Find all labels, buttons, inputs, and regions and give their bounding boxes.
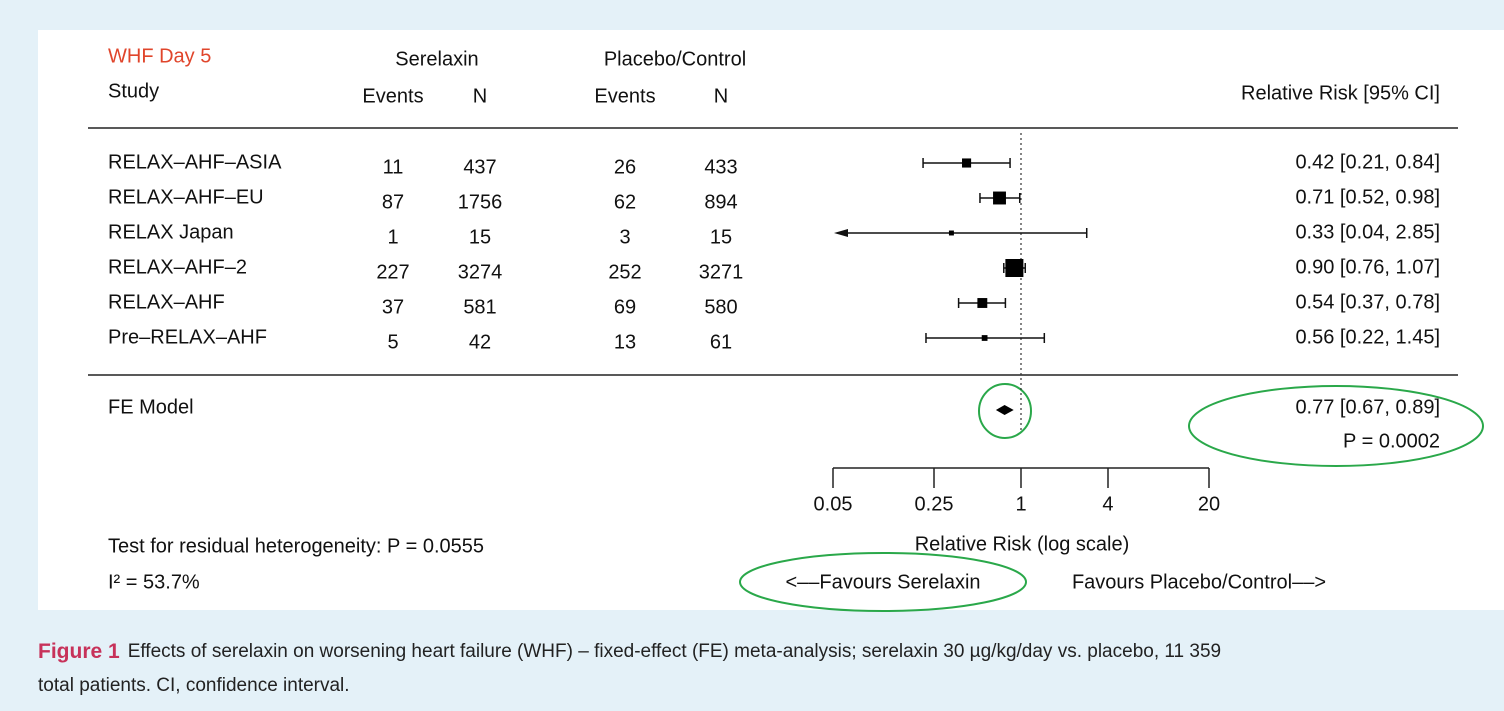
study-name: RELAX–AHF–EU	[108, 186, 264, 208]
count: 62	[614, 191, 636, 213]
point-estimate	[1005, 259, 1024, 277]
i-squared: I² = 53.7%	[108, 571, 200, 593]
effect-label: 0.56 [0.22, 1.45]	[1295, 326, 1440, 348]
count: 69	[614, 296, 636, 318]
x-tick-label: 0.25	[915, 493, 954, 515]
n-header: N	[473, 85, 487, 107]
count: 5	[387, 331, 398, 353]
group-title: WHF Day 5	[108, 45, 211, 67]
count: 15	[710, 226, 732, 248]
study-header: Study	[108, 80, 159, 102]
count: 87	[382, 191, 404, 213]
count: 37	[382, 296, 404, 318]
x-tick-label: 4	[1102, 493, 1113, 515]
x-tick-label: 1	[1015, 493, 1026, 515]
effect-label: 0.54 [0.37, 0.78]	[1295, 291, 1440, 313]
count: 3274	[458, 261, 503, 283]
model-name: FE Model	[108, 396, 194, 418]
caption-label: Figure 1	[38, 640, 120, 663]
highlight	[1188, 385, 1484, 467]
highlight	[739, 552, 1027, 612]
x-tick-label: 20	[1198, 493, 1220, 515]
caption-text: Effects of serelaxin on worsening heart …	[128, 641, 1221, 662]
model-label: 0.77 [0.67, 0.89]	[1295, 396, 1440, 418]
point-estimate	[981, 335, 988, 341]
count: 11	[383, 156, 404, 178]
study-name: RELAX Japan	[108, 221, 234, 243]
x-axis-label: Relative Risk (log scale)	[915, 533, 1130, 555]
favours-right: Favours Placebo/Control––>	[1072, 571, 1326, 593]
study-name: RELAX–AHF–ASIA	[108, 151, 282, 173]
control-header: Placebo/Control	[604, 48, 746, 70]
count: 433	[704, 156, 737, 178]
model-p: P = 0.0002	[1343, 430, 1440, 452]
x-tick-label: 0.05	[814, 493, 853, 515]
n-header: N	[714, 85, 728, 107]
count: 581	[463, 296, 496, 318]
point-estimate	[977, 298, 988, 308]
study-name: Pre–RELAX–AHF	[108, 326, 267, 348]
count: 227	[376, 261, 409, 283]
events-header: Events	[362, 85, 423, 107]
count: 26	[614, 156, 636, 178]
highlight	[978, 383, 1032, 439]
count: 894	[704, 191, 737, 213]
count: 15	[469, 226, 491, 248]
count: 437	[463, 156, 496, 178]
count: 3	[619, 226, 630, 248]
count: 61	[710, 331, 732, 353]
effect-label: 0.90 [0.76, 1.07]	[1295, 256, 1440, 278]
heterogeneity: Test for residual heterogeneity: P = 0.0…	[108, 535, 484, 557]
study-name: RELAX–AHF	[108, 291, 225, 313]
point-estimate	[993, 191, 1006, 205]
point-estimate	[962, 158, 972, 168]
ci-arrow	[834, 229, 848, 237]
count: 252	[608, 261, 641, 283]
panel	[38, 30, 1504, 610]
effect-label: 0.42 [0.21, 0.84]	[1295, 151, 1440, 173]
count: 42	[469, 331, 491, 353]
summary-diamond	[995, 405, 1014, 415]
favours-left: <––Favours Serelaxin	[785, 571, 980, 593]
point-estimate	[948, 230, 954, 236]
events-header: Events	[594, 85, 655, 107]
treatment-header: Serelaxin	[395, 48, 478, 70]
effect-label: 0.71 [0.52, 0.98]	[1295, 186, 1440, 208]
count: 1	[387, 226, 398, 248]
count: 1756	[458, 191, 503, 213]
study-name: RELAX–AHF–2	[108, 256, 247, 278]
count: 13	[614, 331, 636, 353]
effect-label: 0.33 [0.04, 2.85]	[1295, 221, 1440, 243]
caption-text: total patients. CI, confidence interval.	[38, 675, 350, 696]
count: 3271	[699, 261, 744, 283]
caption-line: Figure 1 Effects of serelaxin on worsenin…	[38, 640, 1221, 663]
effect-header: Relative Risk [95% CI]	[1241, 82, 1440, 104]
count: 580	[704, 296, 737, 318]
